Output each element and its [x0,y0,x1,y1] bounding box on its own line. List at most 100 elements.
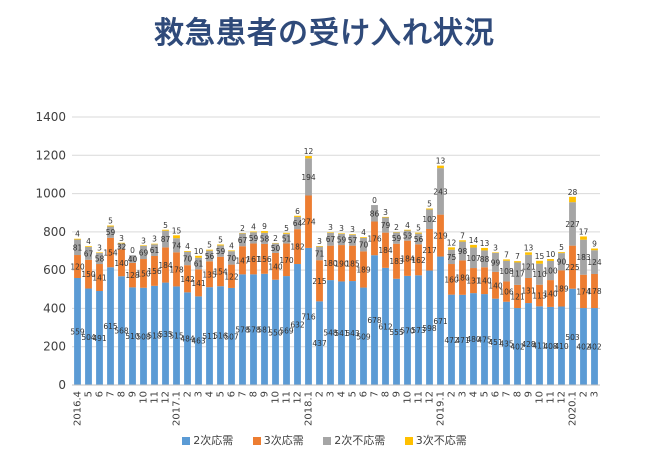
data-label: 74 [172,241,182,250]
data-label: 402 [576,343,591,352]
data-label: 578 [246,326,261,335]
data-label: 4 [185,242,190,251]
bar-segment-3 [481,250,488,268]
y-tick-label: 400 [43,301,66,315]
bar-segment-2 [261,243,268,274]
data-label: 141 [92,274,107,283]
bar-segment-4 [470,244,477,248]
legend-label: 3次応需 [263,434,304,447]
data-label: 428 [521,340,536,349]
bar-segment-1 [228,287,235,385]
bar-segment-3 [250,232,257,244]
bar-segment-4 [151,243,158,245]
bar-segment-2 [140,259,147,288]
data-label: 243 [433,187,448,196]
data-label: 543 [345,329,360,338]
bar-segment-1 [525,303,532,385]
data-label: 10 [194,247,204,256]
data-label: 4 [86,237,91,246]
data-label: 7 [515,252,520,261]
legend-label: 3次不応需 [415,434,467,447]
data-label: 70 [359,241,369,250]
data-label: 13 [524,243,534,252]
bar-segment-4 [569,196,576,203]
data-label: 61 [150,246,160,255]
x-tick-label: 12 [293,391,304,404]
bar-segment-1 [272,279,279,385]
data-label: 176 [367,234,382,243]
data-label: 140 [477,277,492,286]
data-label: 142 [180,275,195,284]
data-label: 124 [587,258,602,267]
data-label: 99 [491,258,501,267]
data-label: 3 [141,236,146,245]
legend-item-s1: 2次応需 [182,432,233,448]
data-label: 189 [356,265,371,274]
bar-segment-1 [415,275,422,385]
bar-segment-4 [316,246,323,247]
data-label: 100 [543,267,558,276]
data-label: 9 [592,240,597,249]
data-label: 150 [81,270,96,279]
bar-segment-3 [503,260,510,282]
x-tick-label: 12 [425,391,436,404]
bar-segment-1 [492,298,499,385]
data-label: 162 [411,256,426,265]
data-label: 154 [213,267,228,276]
data-label: 4 [361,228,366,237]
x-tick-label: 4 [469,391,480,397]
data-label: 632 [290,321,305,330]
bar-segment-3 [360,237,367,252]
bar-segment-3 [580,239,587,275]
bar-segment-4 [558,252,565,254]
data-label: 472 [444,336,459,345]
bar-segment-2 [206,261,213,288]
data-label: 5 [416,224,421,233]
bar-segment-4 [591,248,598,251]
x-tick-label: 12 [557,391,568,404]
bar-segment-4 [305,156,312,159]
data-label: 535 [158,330,173,339]
data-label: 671 [433,317,448,326]
data-label: 217 [422,246,437,255]
data-label: 408 [543,342,558,351]
bar-segment-2 [129,262,136,288]
data-label: 32 [117,242,127,251]
bar-segment-4 [85,246,92,247]
x-tick-label: 7 [370,391,381,397]
data-label: 215 [312,277,327,286]
bar-segment-1 [129,287,136,385]
data-label: 471 [455,336,470,345]
data-label: 140 [268,262,283,271]
bar-segment-2 [591,273,598,309]
data-label: 98 [458,247,468,256]
bar-segment-4 [525,252,532,255]
bar-segment-2 [547,280,554,307]
bar-segment-1 [305,247,312,385]
bar-segment-2 [393,243,400,279]
data-label: 518 [147,331,162,340]
data-label: 150 [136,269,151,278]
data-label: 678 [367,316,382,325]
bar-segment-3 [184,251,191,266]
data-label: 219 [433,232,448,241]
bar-segment-4 [536,260,543,264]
bar-segment-1 [74,277,81,385]
bar-segment-2 [525,277,532,304]
data-label: 463 [191,337,206,346]
data-label: 184 [378,246,393,255]
data-label: 154 [103,249,118,258]
data-label: 559 [70,327,85,336]
bar-segment-3 [547,260,554,281]
data-label: 3 [339,224,344,233]
data-label: 716 [301,312,316,321]
bar-segment-4 [514,261,521,263]
bar-segment-2 [415,244,422,276]
x-tick-label: 2020.1 [568,391,579,426]
x-tick-label: 11 [546,391,557,404]
bar-segment-3 [591,250,598,274]
bar-segment-2 [459,260,466,295]
data-label: 9 [262,222,267,231]
x-tick-label: 9 [128,391,139,397]
x-tick-label: 10 [139,391,150,404]
